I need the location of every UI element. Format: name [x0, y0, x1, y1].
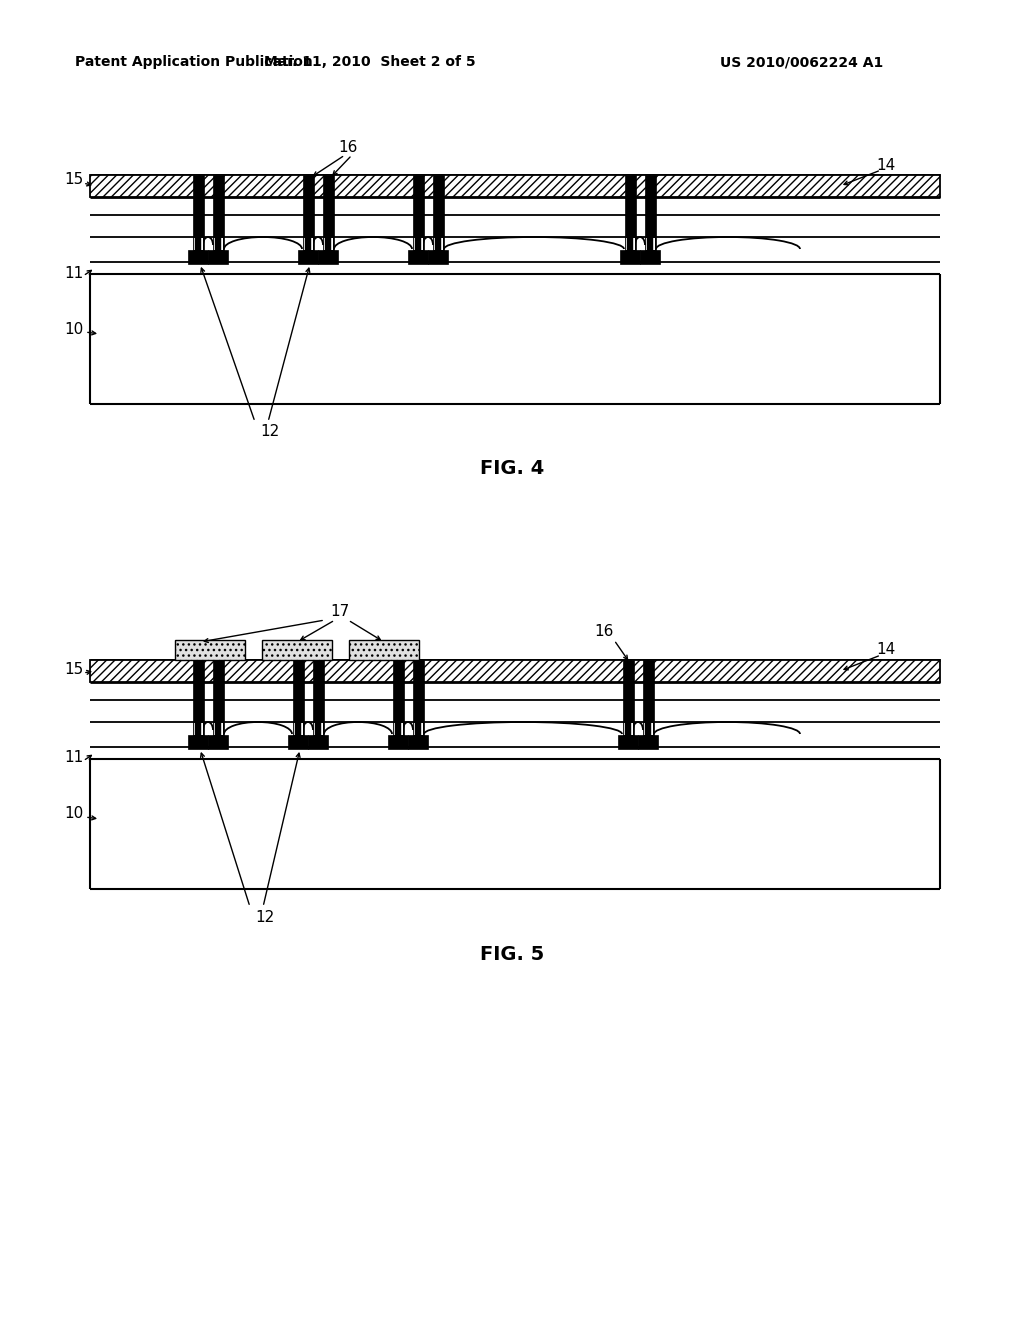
Bar: [645, 176, 656, 261]
Bar: [433, 176, 444, 261]
Bar: [193, 660, 204, 747]
Bar: [414, 723, 423, 735]
Bar: [645, 722, 651, 735]
Text: 12: 12: [260, 425, 280, 440]
Bar: [643, 660, 654, 747]
Text: 17: 17: [331, 605, 349, 619]
Text: FIG. 5: FIG. 5: [480, 945, 544, 964]
Bar: [208, 249, 228, 264]
Bar: [314, 723, 323, 735]
Bar: [195, 722, 201, 735]
Bar: [408, 735, 428, 748]
Bar: [214, 723, 223, 735]
Text: 16: 16: [594, 624, 613, 639]
Bar: [395, 722, 401, 735]
Bar: [215, 238, 221, 249]
Bar: [262, 640, 332, 660]
Bar: [304, 238, 313, 249]
Bar: [315, 722, 321, 735]
Text: 10: 10: [63, 807, 83, 821]
Text: 14: 14: [876, 157, 895, 173]
Bar: [349, 640, 419, 660]
Bar: [393, 660, 404, 747]
Bar: [188, 249, 208, 264]
Bar: [644, 723, 653, 735]
Text: 14: 14: [876, 643, 895, 657]
Bar: [295, 722, 301, 735]
Bar: [625, 176, 636, 261]
Bar: [388, 735, 408, 748]
Bar: [325, 238, 331, 249]
Text: 15: 15: [63, 663, 83, 677]
Bar: [90, 176, 940, 197]
Text: Patent Application Publication: Patent Application Publication: [75, 55, 312, 69]
Bar: [213, 660, 224, 747]
Bar: [623, 660, 634, 747]
Bar: [625, 722, 631, 735]
Bar: [408, 249, 428, 264]
Bar: [620, 249, 640, 264]
Bar: [288, 735, 308, 748]
Text: Mar. 11, 2010  Sheet 2 of 5: Mar. 11, 2010 Sheet 2 of 5: [264, 55, 476, 69]
Bar: [303, 176, 314, 261]
Bar: [175, 640, 245, 660]
Text: FIG. 4: FIG. 4: [480, 459, 544, 479]
Bar: [313, 660, 324, 747]
Bar: [215, 722, 221, 735]
Bar: [624, 723, 633, 735]
Bar: [428, 249, 449, 264]
Bar: [415, 238, 421, 249]
Bar: [318, 249, 338, 264]
Bar: [647, 238, 653, 249]
Bar: [308, 735, 328, 748]
Text: 15: 15: [63, 173, 83, 187]
Bar: [188, 735, 208, 748]
Bar: [646, 238, 655, 249]
Bar: [90, 660, 940, 682]
Text: 11: 11: [63, 751, 83, 766]
Bar: [626, 238, 635, 249]
Text: 11: 11: [63, 265, 83, 281]
Text: 10: 10: [63, 322, 83, 337]
Bar: [415, 722, 421, 735]
Bar: [194, 238, 203, 249]
Bar: [213, 176, 224, 261]
Bar: [323, 176, 334, 261]
Text: US 2010/0062224 A1: US 2010/0062224 A1: [720, 55, 884, 69]
Bar: [414, 238, 423, 249]
Bar: [214, 238, 223, 249]
Text: 12: 12: [255, 909, 274, 924]
Bar: [193, 176, 204, 261]
Bar: [640, 249, 660, 264]
Bar: [627, 238, 633, 249]
Bar: [194, 723, 203, 735]
Bar: [413, 176, 424, 261]
Bar: [413, 660, 424, 747]
Bar: [618, 735, 638, 748]
Bar: [435, 238, 441, 249]
Bar: [298, 249, 318, 264]
Bar: [394, 723, 403, 735]
Bar: [208, 735, 228, 748]
Bar: [434, 238, 443, 249]
Bar: [293, 660, 304, 747]
Bar: [305, 238, 311, 249]
Bar: [638, 735, 658, 748]
Text: 16: 16: [338, 140, 357, 154]
Bar: [324, 238, 333, 249]
Bar: [195, 238, 201, 249]
Bar: [294, 723, 303, 735]
